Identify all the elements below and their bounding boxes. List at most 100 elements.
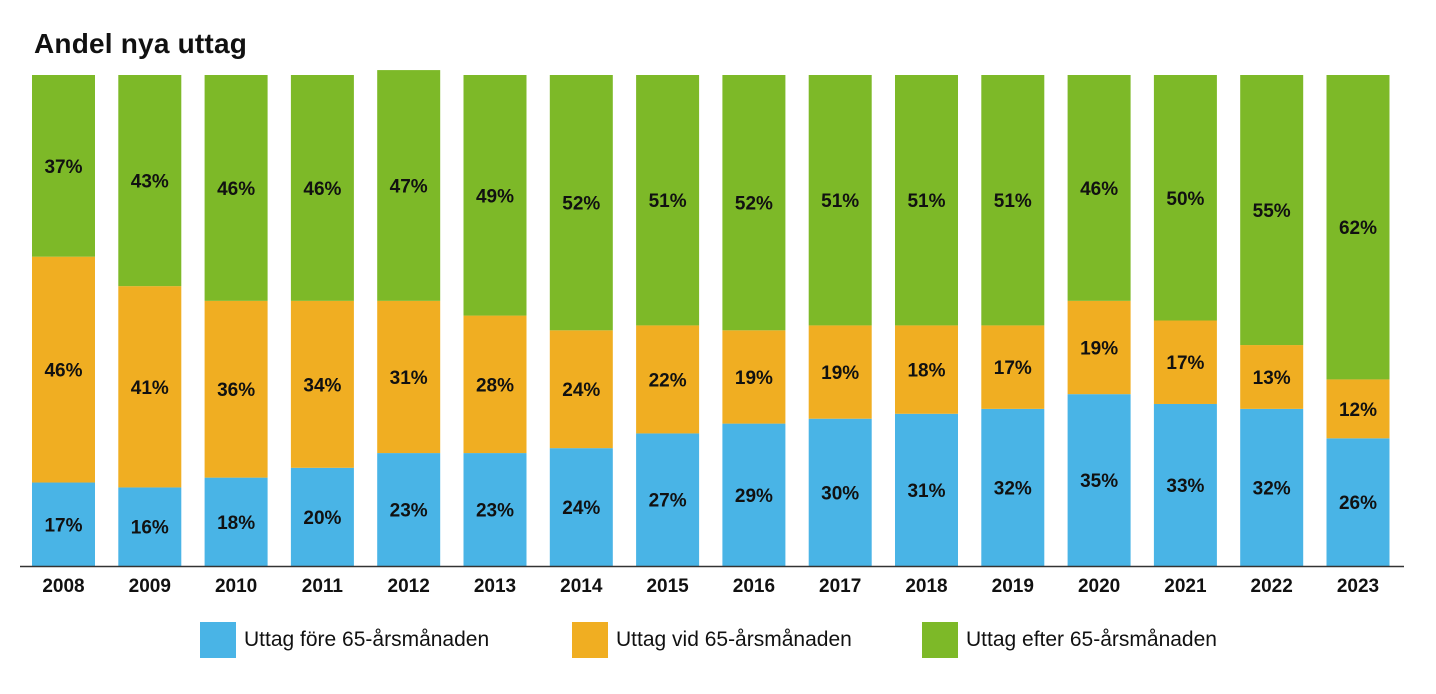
bar-segment-2012-series-1: [377, 300, 441, 454]
bar-segment-2019-series-1: [981, 325, 1045, 409]
x-tick-label-2020: 2020: [1078, 576, 1120, 597]
x-tick-label-2014: 2014: [560, 576, 603, 597]
x-tick-label-2019: 2019: [992, 576, 1034, 597]
x-tick-label-2022: 2022: [1251, 576, 1293, 597]
bar-segment-2016-series-1: [722, 330, 786, 424]
bar-segment-2010-series-2: [204, 75, 268, 301]
data-label-2012-series-1: 31%: [390, 368, 428, 389]
bar-segment-2020-series-1: [1067, 300, 1131, 395]
bar-segment-2020-series-0: [1067, 394, 1131, 566]
bar-segment-2017-series-2: [808, 75, 872, 326]
bar-segment-2013-series-0: [463, 453, 527, 566]
data-label-2022-series-1: 13%: [1253, 368, 1291, 389]
bar-segment-2012-series-0: [377, 453, 441, 566]
bar-segment-2018-series-1: [895, 325, 958, 414]
data-label-2022-series-2: 55%: [1253, 201, 1291, 222]
data-label-2011-series-2: 46%: [303, 179, 341, 200]
data-label-2023-series-1: 12%: [1339, 400, 1377, 421]
data-label-2013-series-2: 49%: [476, 186, 514, 207]
legend-swatch-fore: [200, 622, 236, 658]
data-label-2011-series-0: 20%: [303, 508, 341, 529]
data-label-2019-series-2: 51%: [994, 191, 1032, 212]
bar-segment-2015-series-0: [636, 433, 700, 566]
bar-segment-2014-series-2: [549, 75, 613, 331]
data-label-2018-series-0: 31%: [907, 481, 945, 502]
x-tick-label-2013: 2013: [474, 576, 516, 597]
data-label-2020-series-1: 19%: [1080, 339, 1118, 360]
bar-segment-2021-series-1: [1153, 320, 1217, 404]
chart-title: Andel nya uttag: [34, 28, 248, 59]
x-tick-label-2015: 2015: [646, 576, 689, 597]
bar-segment-2011-series-1: [290, 300, 354, 468]
legend: Uttag före 65-årsmånaden Uttag vid 65-år…: [0, 622, 1436, 662]
legend-item-vid: Uttag vid 65-årsmånaden: [572, 622, 852, 658]
legend-label-vid: Uttag vid 65-årsmånaden: [616, 628, 852, 651]
data-label-2019-series-0: 32%: [994, 478, 1032, 499]
data-label-2022-series-0: 32%: [1253, 478, 1291, 499]
bar-segment-2015-series-1: [636, 325, 700, 434]
bar-segment-2018-series-0: [895, 413, 958, 566]
x-tick-label-2018: 2018: [905, 576, 947, 597]
data-label-2012-series-2: 47%: [390, 176, 428, 197]
bar-segment-2010-series-0: [204, 477, 268, 566]
data-label-2016-series-0: 29%: [735, 486, 773, 507]
data-label-2014-series-0: 24%: [562, 498, 600, 519]
x-tick-label-2010: 2010: [215, 576, 257, 597]
data-label-2018-series-2: 51%: [907, 191, 945, 212]
bar-segment-2019-series-0: [981, 408, 1045, 566]
bar-segment-2022-series-1: [1240, 345, 1304, 409]
bar-segment-2023-series-0: [1326, 438, 1390, 566]
data-label-2012-series-0: 23%: [390, 501, 428, 522]
bar-segment-2008-series-1: [32, 256, 95, 483]
data-label-2016-series-1: 19%: [735, 368, 773, 389]
bar-segment-2008-series-2: [32, 75, 95, 257]
data-label-2015-series-2: 51%: [649, 191, 687, 212]
bar-segment-2023-series-1: [1326, 379, 1390, 439]
data-label-2017-series-1: 19%: [821, 363, 859, 384]
x-tick-label-2023: 2023: [1337, 576, 1379, 597]
data-label-2010-series-1: 36%: [217, 380, 255, 401]
bar-segment-2014-series-0: [549, 448, 613, 566]
bar-segment-2020-series-2: [1067, 75, 1131, 301]
data-label-2023-series-2: 62%: [1339, 218, 1377, 239]
data-label-2019-series-1: 17%: [994, 358, 1032, 379]
bar-segment-2012-series-2: [377, 70, 441, 301]
data-label-2013-series-1: 28%: [476, 375, 514, 396]
x-tick-label-2012: 2012: [388, 576, 430, 597]
data-label-2016-series-2: 52%: [735, 194, 773, 215]
x-tick-label-2008: 2008: [42, 576, 84, 597]
bar-segment-2011-series-0: [290, 467, 354, 566]
legend-label-fore: Uttag före 65-årsmånaden: [244, 628, 490, 651]
legend-swatch-efter: [922, 622, 958, 658]
bar-segment-2016-series-0: [722, 423, 786, 566]
data-label-2009-series-1: 41%: [131, 378, 169, 399]
bar-segment-2009-series-0: [118, 487, 182, 566]
bar-segment-2023-series-2: [1326, 75, 1390, 380]
data-label-2008-series-2: 37%: [44, 157, 82, 178]
data-label-2020-series-0: 35%: [1080, 471, 1118, 492]
data-label-2015-series-0: 27%: [649, 491, 687, 512]
data-label-2021-series-1: 17%: [1166, 353, 1204, 374]
data-label-2010-series-0: 18%: [217, 513, 255, 534]
x-tick-label-2017: 2017: [819, 576, 861, 597]
bar-segment-2010-series-1: [204, 300, 268, 478]
x-tick-label-2016: 2016: [733, 576, 775, 597]
data-label-2014-series-2: 52%: [562, 194, 600, 215]
bar-segment-2016-series-2: [722, 75, 786, 331]
bar-segment-2022-series-2: [1240, 75, 1304, 346]
data-label-2023-series-0: 26%: [1339, 493, 1377, 514]
data-label-2009-series-2: 43%: [131, 172, 169, 193]
bar-segment-2008-series-0: [32, 482, 95, 566]
legend-item-efter: Uttag efter 65-årsmånaden: [922, 622, 1217, 658]
bar-segment-2021-series-0: [1153, 403, 1217, 566]
data-label-2015-series-1: 22%: [649, 370, 687, 391]
bar-segment-2013-series-1: [463, 315, 527, 454]
legend-swatch-vid: [572, 622, 608, 658]
data-label-2018-series-1: 18%: [907, 361, 945, 382]
bar-segment-2009-series-2: [118, 75, 182, 287]
data-label-2008-series-0: 17%: [44, 515, 82, 536]
legend-label-efter: Uttag efter 65-årsmånaden: [966, 628, 1217, 651]
bar-segment-2019-series-2: [981, 75, 1045, 326]
data-label-2011-series-1: 34%: [303, 375, 341, 396]
data-label-2009-series-0: 16%: [131, 518, 169, 539]
